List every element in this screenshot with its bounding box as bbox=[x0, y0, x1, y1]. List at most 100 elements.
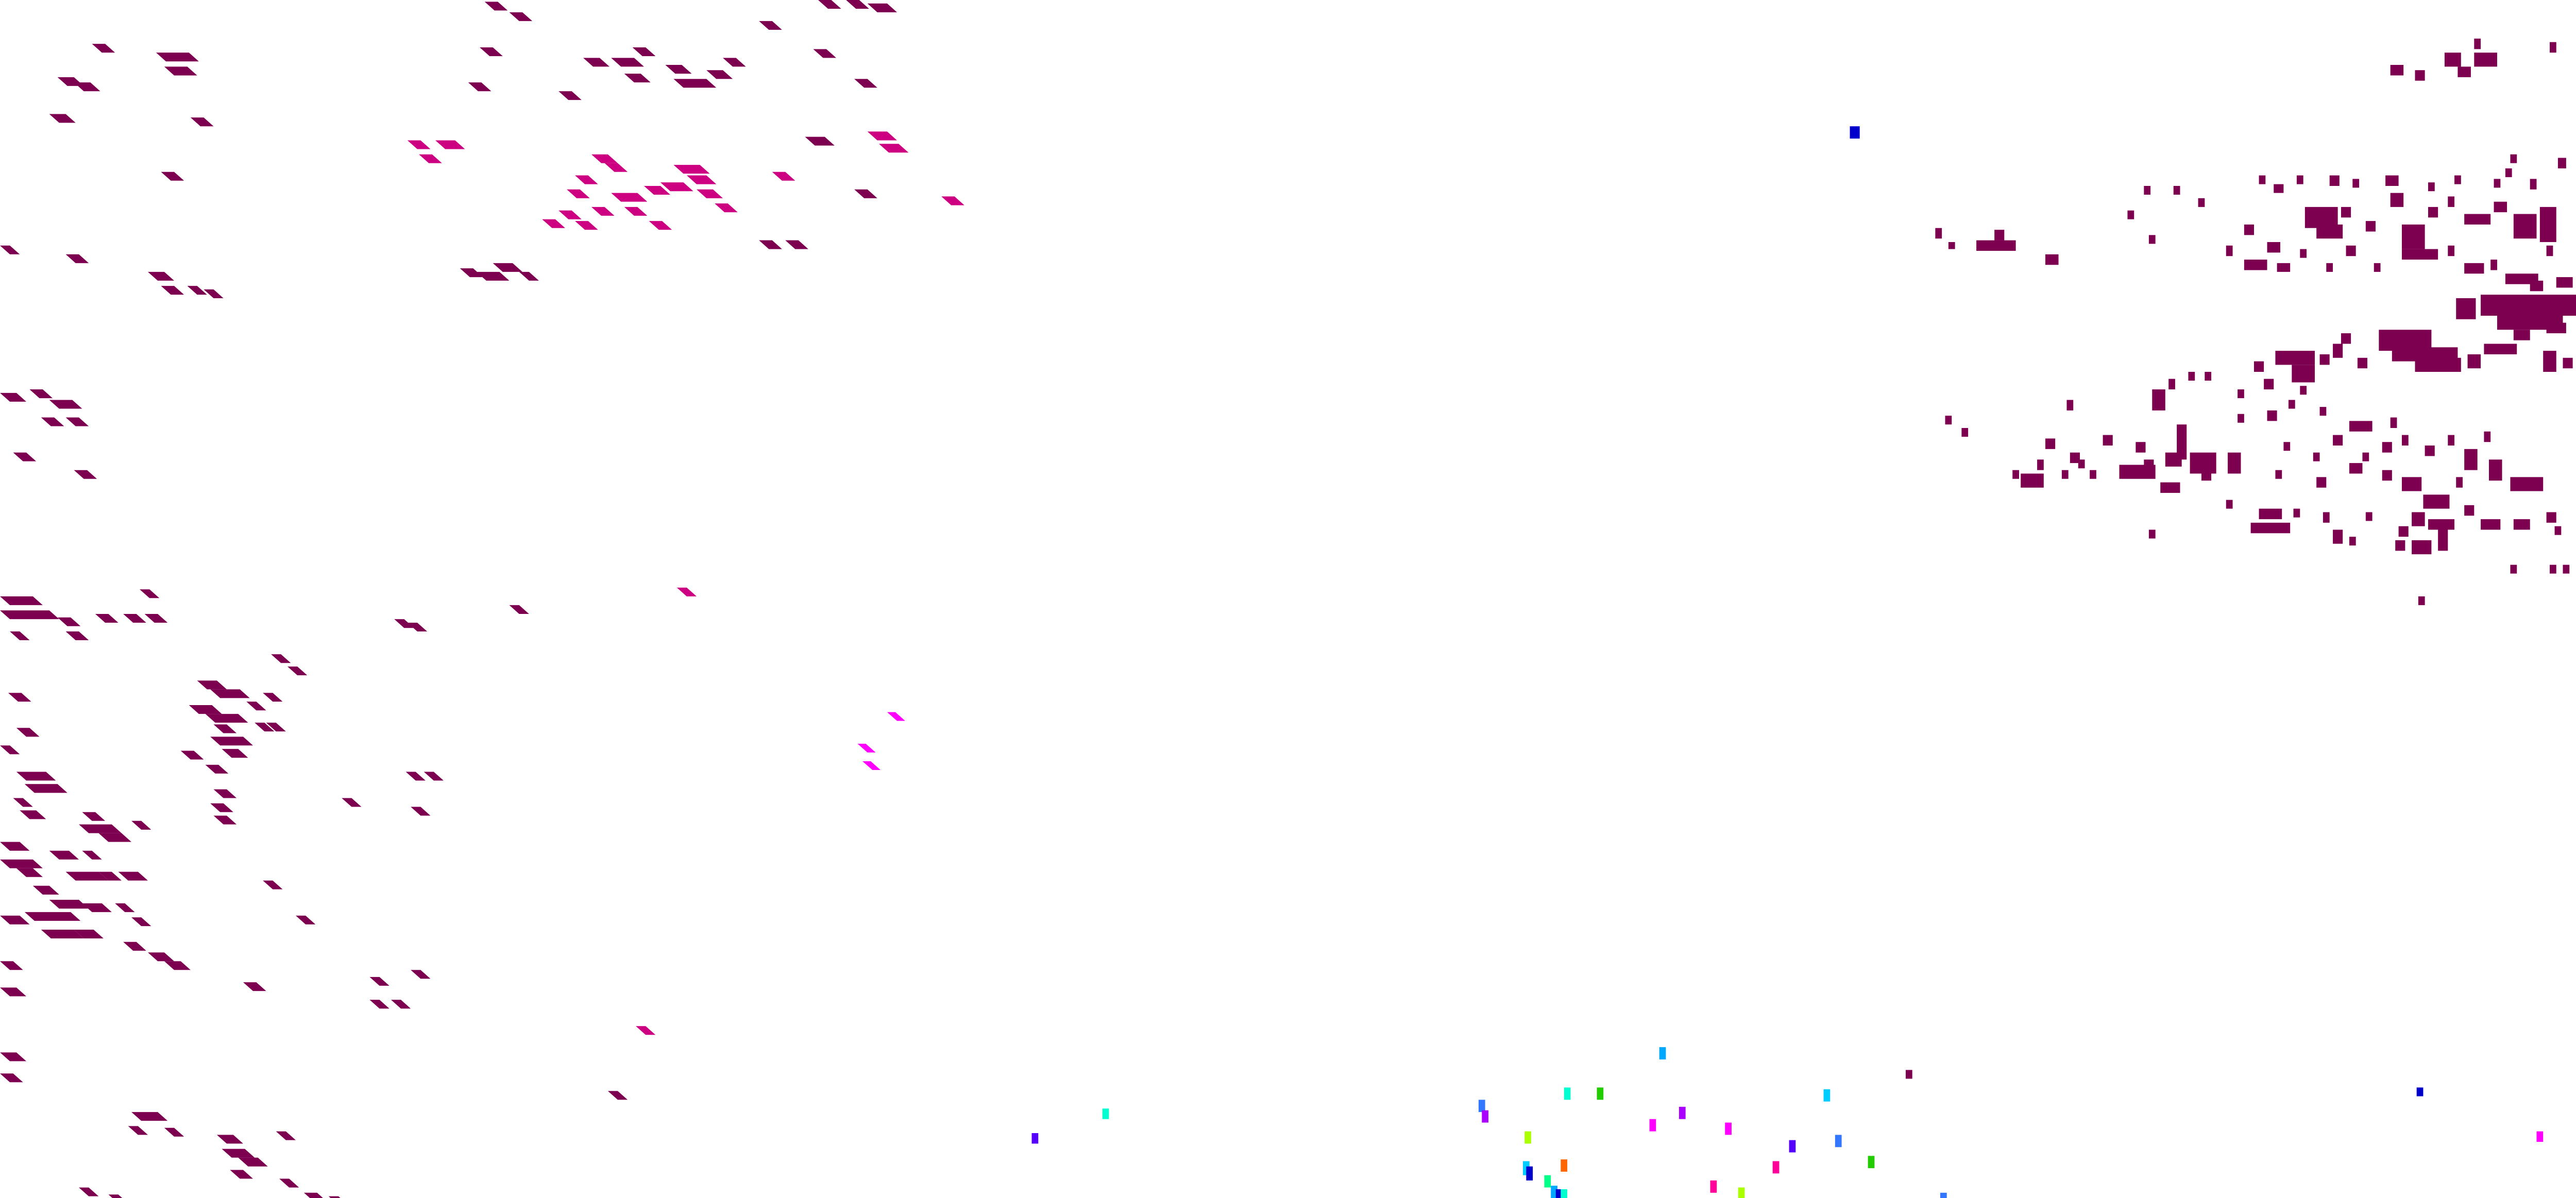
colored-mark bbox=[1868, 1156, 1875, 1169]
block bbox=[2401, 477, 2422, 491]
colored-mark bbox=[1524, 1131, 1531, 1144]
block bbox=[2201, 470, 2212, 481]
block bbox=[1994, 230, 2005, 241]
block bbox=[2357, 357, 2368, 369]
block bbox=[2326, 263, 2333, 272]
block bbox=[2277, 263, 2291, 272]
mark bbox=[632, 47, 656, 56]
mark bbox=[205, 764, 229, 774]
mark bbox=[164, 961, 191, 970]
mark bbox=[867, 3, 897, 12]
block bbox=[2144, 459, 2154, 470]
block bbox=[2341, 207, 2351, 218]
mark bbox=[394, 619, 414, 628]
mark bbox=[128, 1126, 148, 1135]
mark bbox=[189, 705, 222, 714]
block bbox=[2543, 351, 2556, 372]
block bbox=[2415, 357, 2461, 372]
block bbox=[2464, 505, 2475, 516]
block bbox=[2365, 512, 2372, 521]
mark bbox=[460, 268, 483, 278]
block bbox=[2484, 344, 2517, 354]
mark bbox=[660, 182, 693, 192]
mark bbox=[118, 871, 148, 881]
block bbox=[2045, 438, 2056, 449]
block bbox=[2546, 245, 2553, 256]
mark bbox=[295, 915, 316, 925]
colored-mark bbox=[1738, 1187, 1745, 1198]
block bbox=[2319, 354, 2330, 365]
mark bbox=[857, 743, 876, 752]
block bbox=[1935, 228, 1942, 239]
block bbox=[2464, 214, 2491, 225]
mark bbox=[649, 221, 672, 230]
mark bbox=[706, 70, 733, 79]
mark bbox=[24, 784, 67, 793]
block bbox=[2264, 379, 2274, 390]
block bbox=[2456, 477, 2463, 488]
mark bbox=[435, 140, 465, 149]
mark bbox=[575, 221, 598, 230]
mark bbox=[74, 470, 97, 479]
block bbox=[2505, 168, 2512, 177]
mark bbox=[10, 631, 30, 641]
mark bbox=[131, 917, 151, 927]
block bbox=[2448, 196, 2455, 207]
block bbox=[2226, 500, 2233, 509]
block bbox=[2385, 175, 2399, 186]
mark bbox=[16, 728, 40, 737]
block bbox=[1961, 427, 1969, 437]
colored-mark bbox=[1710, 1180, 1717, 1193]
mark bbox=[108, 1194, 123, 1198]
block bbox=[1948, 242, 1955, 249]
mark bbox=[161, 286, 184, 295]
block bbox=[2539, 207, 2556, 242]
mark bbox=[0, 610, 59, 620]
mark bbox=[24, 912, 81, 921]
block bbox=[2530, 280, 2544, 292]
block bbox=[2259, 175, 2266, 184]
block bbox=[2288, 400, 2295, 409]
block bbox=[2557, 158, 2566, 168]
mark bbox=[405, 772, 426, 781]
block bbox=[2513, 330, 2530, 340]
mark bbox=[222, 1149, 255, 1158]
mark bbox=[391, 1000, 411, 1009]
mark bbox=[82, 812, 106, 821]
mark bbox=[411, 807, 431, 816]
colored-mark bbox=[1823, 1089, 1831, 1102]
mark bbox=[74, 82, 100, 92]
block bbox=[2313, 452, 2320, 461]
mark bbox=[65, 417, 89, 426]
mark bbox=[123, 613, 146, 623]
mark bbox=[49, 114, 76, 123]
mark bbox=[16, 868, 43, 877]
block bbox=[2390, 193, 2404, 207]
mark bbox=[210, 689, 250, 698]
mark bbox=[276, 1131, 296, 1140]
mark bbox=[0, 392, 27, 402]
block bbox=[2250, 522, 2291, 534]
mark bbox=[131, 820, 151, 830]
colored-mark bbox=[1679, 1106, 1686, 1119]
mark bbox=[887, 712, 906, 721]
mark bbox=[411, 970, 431, 979]
block bbox=[2148, 529, 2156, 539]
mark bbox=[213, 789, 237, 798]
mark bbox=[423, 772, 444, 781]
block bbox=[2464, 449, 2478, 470]
colored-mark bbox=[1478, 1100, 1485, 1113]
block bbox=[2438, 526, 2448, 551]
block bbox=[1905, 1070, 1912, 1079]
mark bbox=[0, 245, 20, 254]
block bbox=[2341, 333, 2351, 344]
mark bbox=[147, 271, 175, 281]
block bbox=[2300, 249, 2307, 258]
mark bbox=[342, 798, 362, 807]
block bbox=[2448, 435, 2455, 446]
block bbox=[2382, 470, 2392, 481]
mark bbox=[156, 53, 199, 62]
mark bbox=[98, 833, 132, 842]
mark bbox=[0, 961, 23, 970]
mark bbox=[230, 1170, 253, 1179]
